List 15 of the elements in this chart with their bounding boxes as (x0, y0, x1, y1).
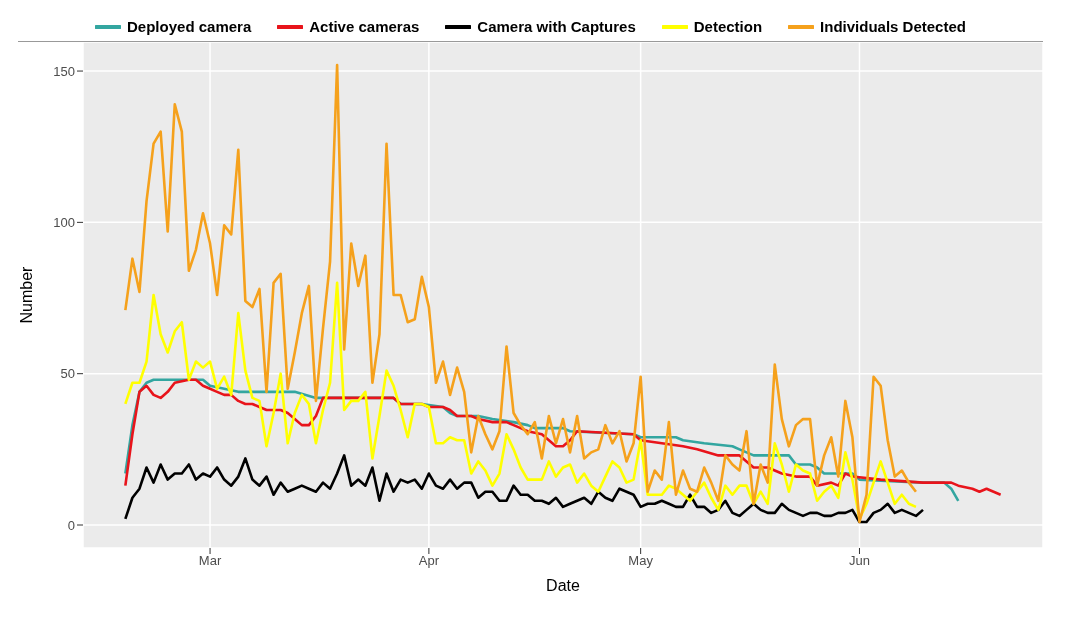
y-axis-title: Number (17, 265, 35, 324)
y-tick-label: 0 (67, 517, 75, 533)
x-tick-label: Mar (198, 553, 222, 569)
legend-label: Deployed camera (127, 18, 252, 35)
x-tick-label: Apr (418, 553, 440, 569)
y-tick-label: 100 (53, 214, 75, 230)
legend-label: Detection (693, 18, 763, 35)
legend-label: Active cameras (309, 18, 420, 35)
y-tick-label: 150 (53, 63, 75, 79)
x-tick-label: May (628, 553, 654, 569)
x-axis-title: Date (546, 577, 580, 594)
x-tick-label: Jun (848, 553, 870, 569)
legend-label: Camera with Captures (477, 18, 636, 35)
legend-label: Individuals Detected (820, 18, 966, 35)
y-tick-label: 50 (60, 366, 75, 382)
